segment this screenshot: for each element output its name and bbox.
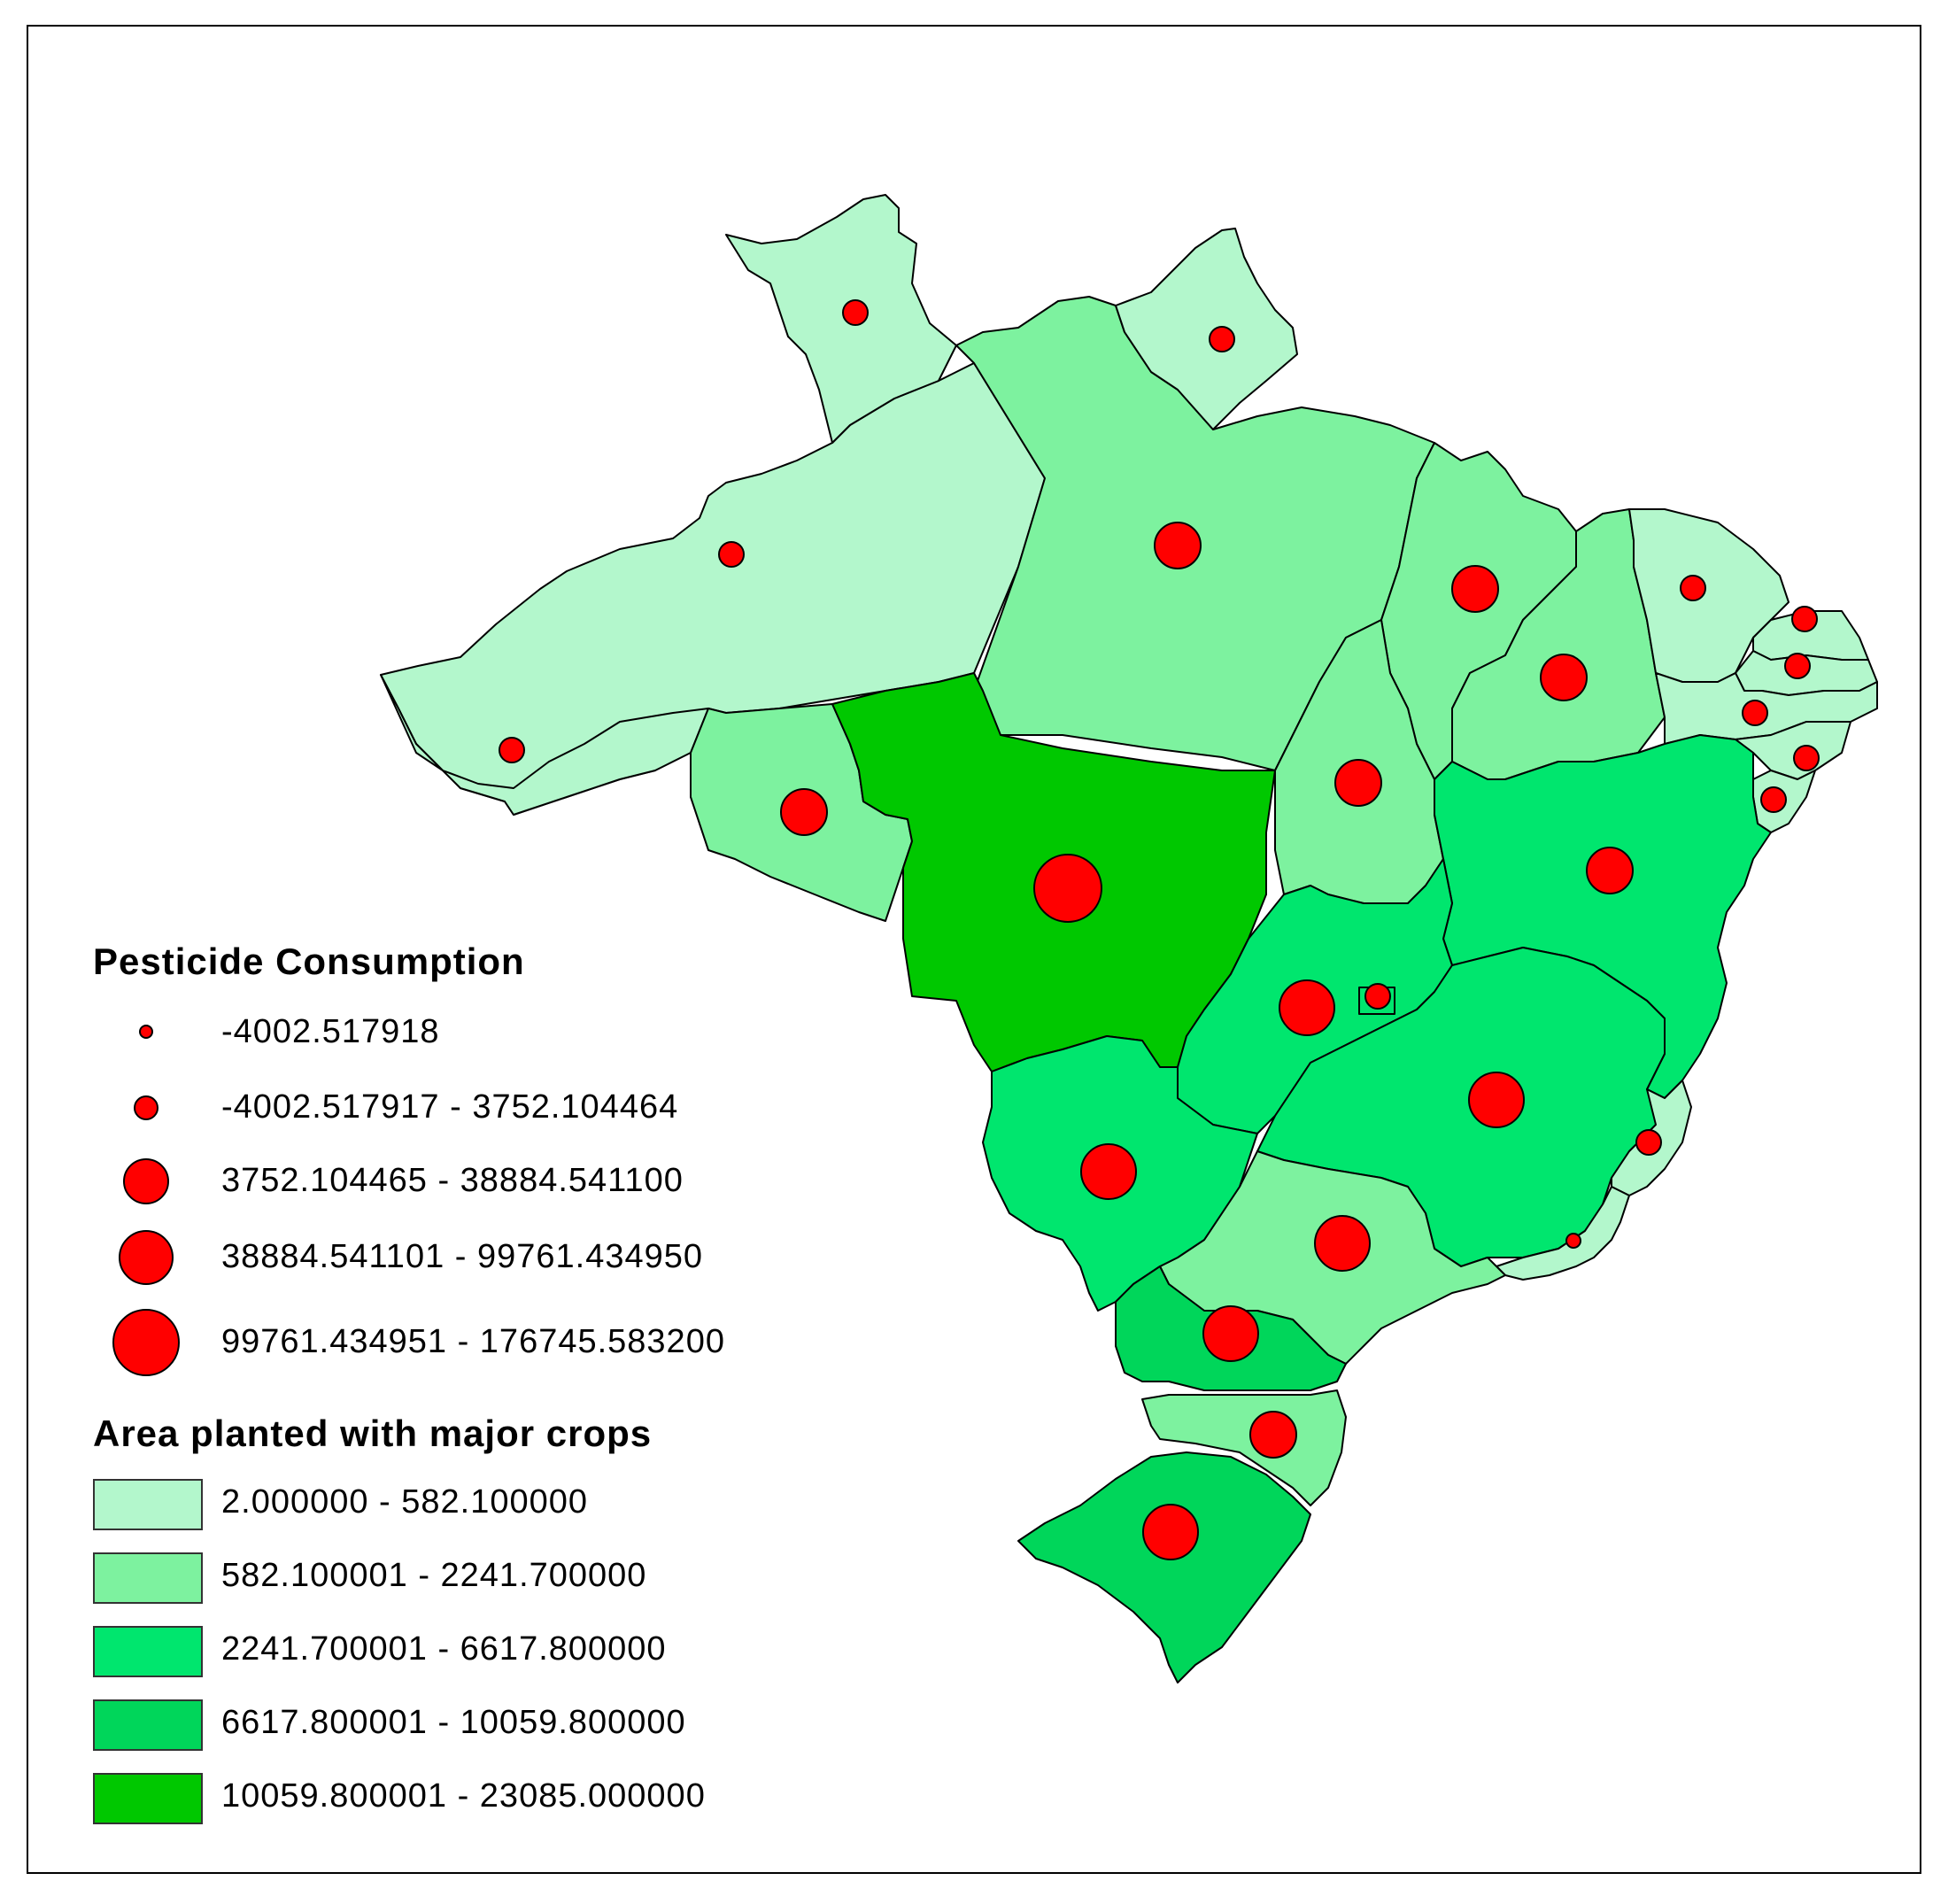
state-rio-de-janeiro	[1496, 1186, 1630, 1281]
dot-rio-de-janeiro	[1565, 1233, 1581, 1249]
dot-pernambuco	[1742, 700, 1768, 726]
dot-sao-paulo	[1314, 1215, 1371, 1272]
state-ceara	[1628, 508, 1790, 683]
dot-alagoas	[1793, 745, 1820, 771]
dot-bahia	[1586, 847, 1634, 894]
dot-mato-grosso	[1033, 854, 1102, 923]
dot-ceara	[1680, 575, 1706, 601]
dot-piaui	[1540, 654, 1588, 701]
state-santa-catarina	[1141, 1389, 1347, 1506]
dot-sergipe	[1760, 786, 1787, 813]
area-legend-label-4: 6617.800001 - 10059.800000	[221, 1704, 686, 1741]
pesticide-legend-label-4: 38884.541101 - 99761.434950	[221, 1238, 704, 1275]
state-amapa	[1115, 228, 1298, 430]
dot-tocantins	[1334, 759, 1382, 807]
dot-acre	[499, 737, 525, 763]
pesticide-legend-symbol-1	[139, 1025, 153, 1039]
area-legend-label-5: 10059.800001 - 23085.000000	[221, 1777, 706, 1815]
dot-amazonas	[718, 541, 745, 568]
dot-parana	[1202, 1305, 1259, 1362]
state-rio-grande-do-sul	[1017, 1451, 1311, 1683]
area-legend-label-1: 2.000000 - 582.100000	[221, 1483, 589, 1521]
pesticide-legend-title: Pesticide Consumption	[93, 940, 525, 982]
pesticide-legend-symbol-3	[123, 1158, 169, 1204]
pesticide-legend-label-3: 3752.104465 - 38884.541100	[221, 1162, 684, 1199]
dot-goias	[1279, 979, 1335, 1036]
area-legend-swatch-1	[93, 1479, 203, 1530]
dot-minas-gerais	[1468, 1072, 1525, 1128]
dot-espirito-santo	[1635, 1129, 1662, 1156]
state-roraima	[725, 194, 957, 444]
pesticide-legend-label-1: -4002.517918	[221, 1013, 440, 1050]
dot-rio-grande-do-norte	[1791, 606, 1818, 632]
dot-para	[1154, 522, 1202, 569]
pesticide-legend-symbol-2	[134, 1095, 158, 1120]
dot-maranhao	[1451, 565, 1499, 613]
dot-roraima	[842, 299, 869, 326]
area-legend-swatch-5	[93, 1773, 203, 1824]
area-legend-label-3: 2241.700001 - 6617.800000	[221, 1630, 667, 1668]
dot-amapa	[1209, 326, 1235, 352]
area-legend-title: Area planted with major crops	[93, 1413, 653, 1454]
pesticide-legend-label-5: 99761.434951 - 176745.583200	[221, 1323, 725, 1360]
pesticide-legend-symbol-5	[112, 1309, 180, 1376]
state-alagoas	[1735, 721, 1851, 780]
area-legend-swatch-3	[93, 1626, 203, 1677]
dot-distrito-federal	[1364, 983, 1391, 1010]
dot-mato-grosso-do-sul	[1080, 1143, 1137, 1200]
dot-rondonia	[780, 788, 828, 836]
area-legend-label-2: 582.100001 - 2241.700000	[221, 1557, 647, 1594]
pesticide-legend-label-2: -4002.517917 - 3752.104464	[221, 1088, 679, 1126]
dot-paraiba	[1784, 653, 1811, 679]
pesticide-legend-symbol-4	[119, 1230, 174, 1285]
area-legend-swatch-2	[93, 1552, 203, 1604]
area-legend-swatch-4	[93, 1699, 203, 1751]
dot-rio-grande-do-sul	[1142, 1504, 1199, 1560]
dot-santa-catarina	[1249, 1411, 1297, 1459]
